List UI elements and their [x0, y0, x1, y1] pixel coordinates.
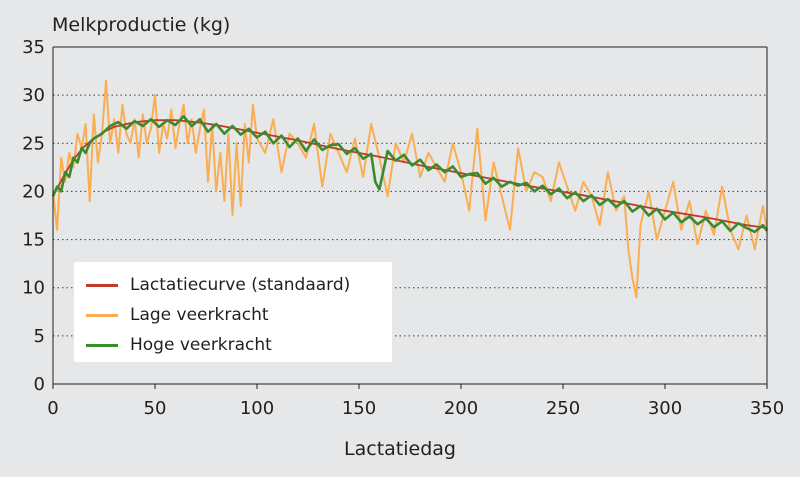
series-line-low: [52, 79, 768, 299]
x-tick-label-300: 300: [648, 398, 682, 419]
x-tick-label-200: 200: [444, 398, 478, 419]
legend-item-standard: Lactatiecurve (standaard): [86, 270, 350, 300]
x-tick-label-250: 250: [546, 398, 580, 419]
axes: [52, 46, 768, 389]
x-tick-label-100: 100: [240, 398, 274, 419]
y-tick-label-10: 10: [22, 278, 45, 299]
y-tick-label-0: 0: [34, 374, 45, 395]
legend-item-low: Lage veerkracht: [86, 300, 269, 330]
legend-swatch-standard: [86, 283, 118, 287]
series-line-high: [51, 115, 769, 234]
x-tick-label-50: 50: [144, 398, 167, 419]
y-tick-label-30: 30: [22, 85, 45, 106]
legend-label-low: Lage veerkracht: [130, 305, 269, 325]
y-tick-label-20: 20: [22, 181, 45, 202]
y-tick-label-5: 5: [34, 326, 45, 347]
series-layer: [51, 79, 769, 299]
y-tick-label-15: 15: [22, 230, 45, 251]
legend-item-high: Hoge veerkracht: [86, 330, 272, 360]
legend-label-high: Hoge veerkracht: [130, 335, 272, 355]
legend-label-standard: Lactatiecurve (standaard): [130, 275, 351, 295]
y-axis-label: Melkproductie (kg): [52, 14, 231, 36]
legend: Lactatiecurve (standaard) Lage veerkrach…: [74, 262, 392, 362]
x-tick-label-150: 150: [342, 398, 376, 419]
x-tick-label-350: 350: [750, 398, 784, 419]
legend-swatch-high: [86, 343, 118, 347]
y-tick-label-35: 35: [22, 37, 45, 58]
legend-swatch-low: [86, 313, 118, 317]
y-tick-label-25: 25: [22, 133, 45, 154]
x-axis-label: Lactatiedag: [344, 438, 456, 460]
x-tick-label-0: 0: [47, 398, 58, 419]
